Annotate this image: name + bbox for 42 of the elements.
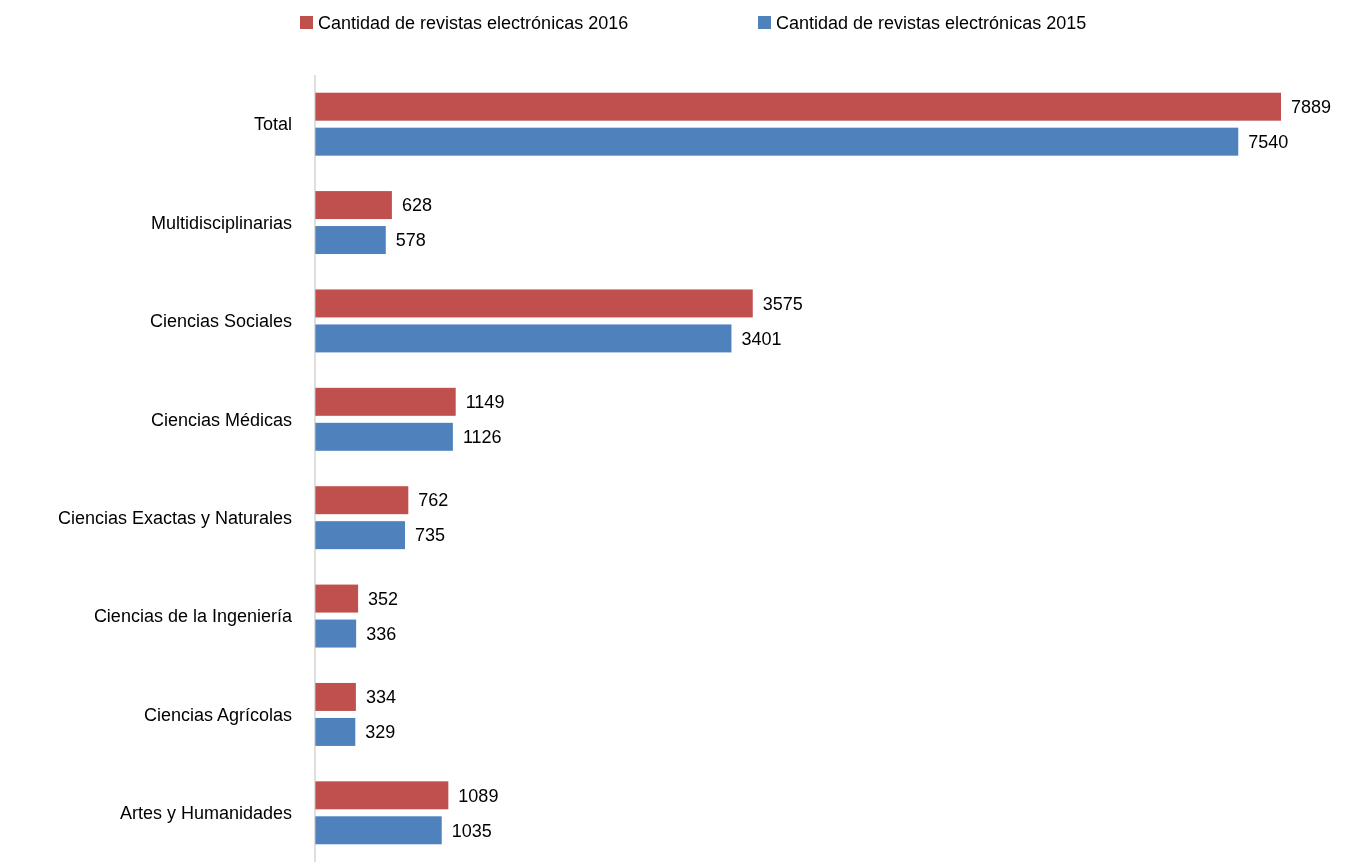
data-label: 1149 [465,392,505,413]
bar [315,584,359,613]
legend-label: Cantidad de revistas electrónicas 2016 [318,13,629,34]
y-tick-label: Ciencias Médicas [150,409,292,430]
data-label: 762 [418,490,449,511]
bar [315,191,392,220]
y-tick-label: Ciencias Agrícolas [143,704,292,725]
y-tick-label: Ciencias Sociales [149,311,292,332]
data-label: 1089 [458,785,499,806]
data-label: 334 [365,687,396,708]
bar [315,486,409,515]
data-label: 1035 [451,820,492,841]
y-tick-label: Ciencias Exactas y Naturales [57,507,292,528]
data-label: 735 [415,525,446,546]
bar [315,422,453,451]
y-tick-label: Ciencias de la Ingeniería [93,606,293,627]
data-label: 329 [365,722,396,743]
data-label: 1126 [462,427,502,448]
bar [315,781,449,810]
bar [315,226,386,255]
bar [315,816,442,845]
bar [315,127,1239,156]
data-label: 336 [366,623,397,644]
data-label: 3575 [762,293,803,314]
data-label: 7889 [1291,97,1332,117]
data-label: 628 [401,195,432,216]
bar [315,387,456,416]
bar [315,682,356,711]
data-label: 7540 [1248,131,1289,152]
legend-label: Cantidad de revistas electrónicas 2015 [776,13,1087,34]
data-label: 352 [368,588,399,609]
bar [315,521,405,550]
data-label: 578 [395,230,426,251]
bar [315,92,1281,121]
bar [315,324,732,353]
data-label: 3401 [741,328,782,349]
y-tick-label: Total [253,114,292,135]
bar [315,289,753,318]
bar [315,717,356,746]
y-tick-label: Artes y Humanidades [119,803,292,824]
y-tick-label: Multidisciplinarias [150,212,292,233]
bar [315,619,357,648]
